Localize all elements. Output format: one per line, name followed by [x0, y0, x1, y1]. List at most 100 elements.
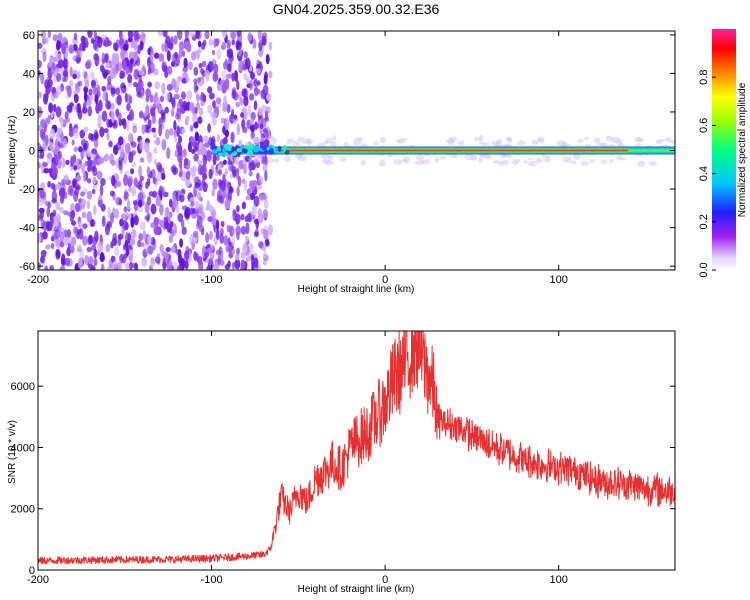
spectrogram-cell [185, 177, 191, 187]
spectrogram-cell [159, 95, 165, 103]
spectrogram-cell [237, 175, 242, 188]
spectrogram-cell [176, 125, 181, 137]
spectrogram-cell [464, 153, 475, 161]
spectrogram-cell [119, 218, 124, 227]
spectrogram-cell [123, 194, 128, 201]
spectrogram-cell [110, 212, 114, 224]
spectrogram-cell [217, 163, 222, 172]
spectrogram-cell [230, 131, 234, 144]
spectrogram-cell [164, 45, 169, 53]
spectrogram-cell [72, 73, 77, 80]
spectrogram-cell [251, 204, 257, 217]
spectrogram-cell [176, 108, 182, 120]
spectrogram-cell [93, 53, 99, 62]
spectrogram-cell [51, 164, 56, 177]
spectrogram-cell [330, 141, 337, 147]
spectrogram-cell [64, 111, 69, 120]
spectrogram-cell [60, 258, 67, 266]
spectrogram-cell [127, 212, 132, 221]
spectrogram-cell [245, 195, 251, 201]
spectrogram-cell [236, 123, 240, 136]
spectrogram-cell [122, 121, 127, 130]
spectrogram-cell [119, 253, 125, 264]
spectrogram-cell [194, 181, 200, 189]
spectrogram-cell [415, 154, 425, 161]
spectrogram-cell [90, 71, 95, 81]
spectrogram-cell [204, 70, 211, 78]
spectrogram-cell [331, 135, 337, 142]
spectrogram-cell [172, 164, 177, 176]
spectrogram-cell [128, 151, 134, 163]
spectrogram-cell [198, 141, 203, 150]
spectrogram-cell [190, 200, 195, 207]
spectrogram-cell [153, 68, 159, 76]
spectrogram-cell [176, 78, 180, 88]
spectrogram-cell [247, 104, 252, 117]
spectrogram-cell [52, 56, 59, 63]
spectrogram-cell [527, 160, 538, 167]
spectrogram-cell [178, 50, 183, 60]
spectrogram-cell [84, 254, 90, 265]
spectrogram-cell [76, 174, 82, 182]
spectrogram-cell [249, 118, 255, 126]
spectrogram-cell [246, 78, 250, 85]
spectrogram-cell [439, 156, 447, 160]
spectrogram-cell [182, 66, 188, 73]
spectrogram-cell [38, 198, 42, 207]
spectrogram-cell [68, 44, 75, 54]
spectrogram-cell [181, 226, 187, 235]
spectrogram-cell [110, 159, 116, 166]
spectrogram-cell [196, 191, 202, 200]
snr-y-axis-label: SNR (10 * v/v) [7, 420, 18, 484]
spectrogram-cell [173, 35, 178, 45]
spectrogram-cell [138, 70, 145, 76]
spectrogram-cell [59, 231, 65, 242]
spectrogram-cell [147, 81, 152, 88]
spectrogram-cell [170, 99, 175, 106]
spectrogram-cell [131, 162, 137, 168]
spectrogram-cell [166, 147, 171, 160]
spectrogram-cell [221, 41, 226, 50]
spectrogram-cell [55, 183, 62, 190]
spectrogram-cell [123, 59, 127, 71]
spectrogram-cell [259, 123, 264, 130]
spectrogram-cell [175, 190, 182, 202]
spectrogram-cell [86, 190, 93, 200]
spectrogram-cell [61, 43, 67, 55]
spectrogram-cell [242, 88, 249, 101]
spectrogram-cell [191, 210, 197, 219]
spectrogram-cell [124, 222, 129, 230]
spectrogram-cell [160, 172, 166, 181]
spectrogram-cell [253, 257, 259, 269]
spectrogram-cell [48, 61, 53, 67]
signal-blob [282, 144, 287, 152]
spectrogram-cell [70, 245, 75, 254]
spectrogram-cell [156, 252, 161, 263]
spectrogram-cell [127, 73, 133, 84]
spectrogram-cell [63, 175, 70, 184]
spectrogram-cell [292, 141, 301, 147]
spectrogram-cell [61, 37, 68, 46]
spectrogram-cell [158, 117, 163, 128]
spectrogram-cell [146, 166, 150, 175]
spectrogram-cell [235, 101, 241, 108]
spectrogram-cell [89, 265, 96, 270]
spectrogram-cell [222, 106, 227, 113]
spectrogram-cell [223, 95, 227, 104]
spectrogram-cell [113, 247, 120, 257]
spectrogram-cell [243, 51, 248, 59]
spectrogram-cell [248, 79, 254, 91]
spectrogram-cell [42, 197, 47, 204]
spectrogram-cell [153, 216, 159, 227]
spectrogram-cell [47, 67, 53, 80]
spectrogram-cell [87, 105, 93, 117]
spectrogram-cell [42, 140, 47, 152]
spectrogram-cell [373, 141, 379, 146]
spectrogram-cell [182, 149, 187, 158]
spectrogram-cell [401, 158, 408, 163]
spectrogram-cell [235, 253, 240, 261]
spectrogram-cell [134, 50, 139, 61]
spectrogram-cell [86, 200, 91, 210]
spectrogram-cell [78, 221, 82, 228]
